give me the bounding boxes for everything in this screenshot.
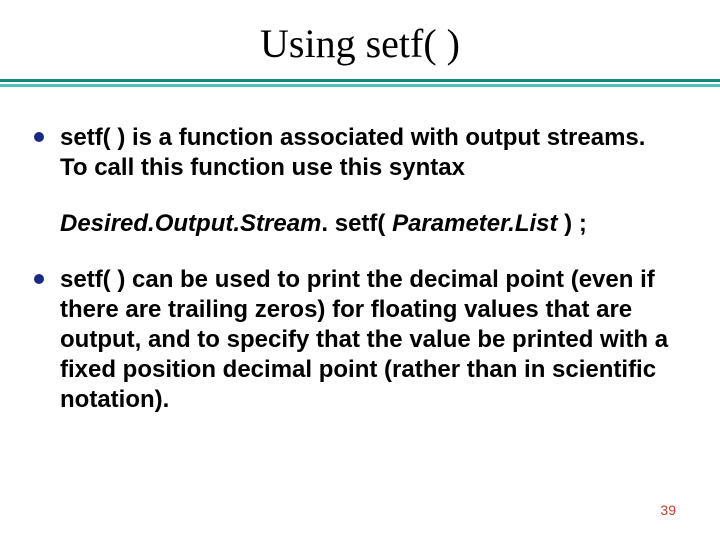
- page-number: 39: [660, 502, 676, 518]
- bullet-text: setf( ) can be used to print the decimal…: [60, 265, 676, 415]
- bullet-item: setf( ) is a function associated with ou…: [60, 123, 676, 183]
- slide-title: Using setf( ): [0, 20, 720, 67]
- syntax-mid: . setf(: [321, 210, 392, 237]
- rule-bottom: [0, 84, 720, 87]
- bullet-text: setf( ) is a function associated with ou…: [60, 123, 676, 183]
- syntax-end: ) ;: [558, 210, 587, 237]
- syntax-line: Desired.Output.Stream. setf( Parameter.L…: [60, 209, 676, 239]
- title-rule: [0, 79, 720, 87]
- bullet-icon: [34, 274, 44, 284]
- syntax-stream: Desired.Output.Stream: [60, 210, 321, 237]
- content-area: setf( ) is a function associated with ou…: [0, 123, 720, 415]
- rule-top: [0, 79, 720, 82]
- bullet-item: setf( ) can be used to print the decimal…: [60, 265, 676, 415]
- syntax-param: Parameter.List: [392, 210, 557, 237]
- bullet-icon: [34, 132, 44, 142]
- slide: Using setf( ) setf( ) is a function asso…: [0, 0, 720, 540]
